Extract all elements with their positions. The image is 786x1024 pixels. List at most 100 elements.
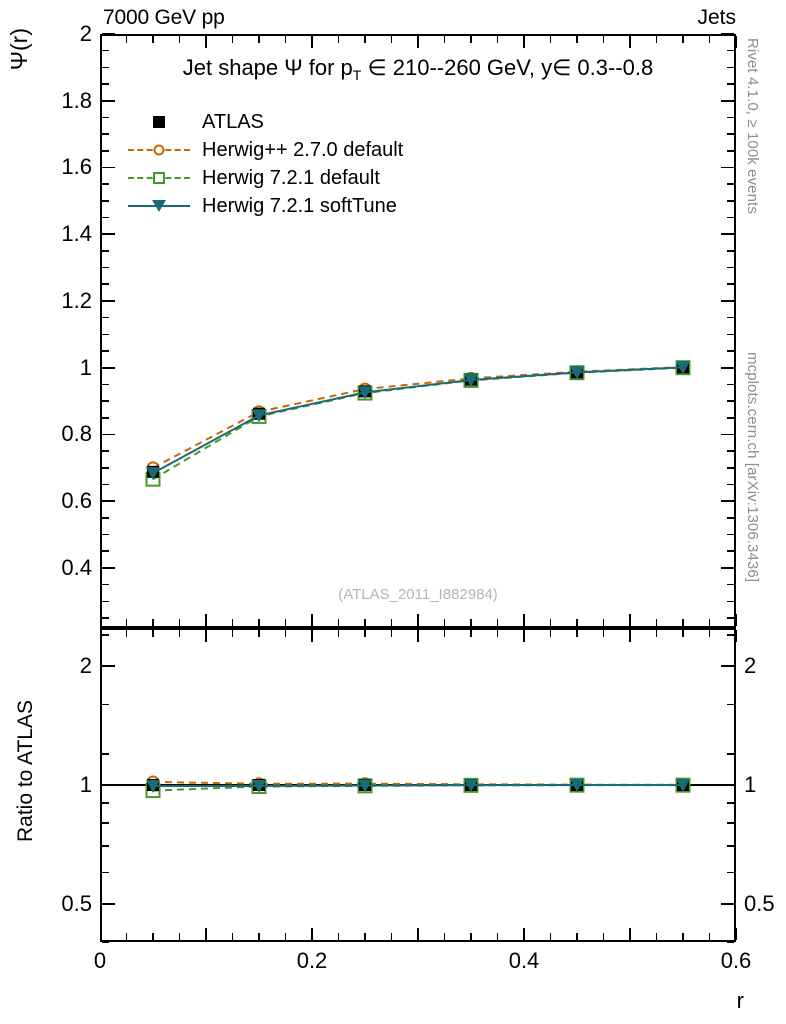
ratio-xtick-top [682,630,684,637]
main-ytick-right [727,333,734,336]
ratio-ytick-left [102,665,115,668]
main-xtick-top [735,36,737,48]
main-ytick-left [102,433,115,436]
main-xtick-top [390,36,393,43]
ratio-xtick-top [125,630,128,637]
main-ytick-right [727,350,734,352]
main-ytick-right [727,383,734,386]
main-ytick-label: 0.4 [61,554,92,580]
main-xtick-top [655,36,658,43]
ratio-ytick-label: 1 [79,772,92,797]
main-ytick-right [721,366,734,369]
main-xtick-top [258,36,260,43]
main-xtick-bottom [629,614,631,626]
main-ytick-left [102,600,109,603]
main-xtick-bottom [549,619,552,626]
main-ytick-label: 1.2 [61,287,92,313]
legend-key-atlas [128,110,190,134]
main-xtick-bottom [284,619,287,626]
legend-label-herwigpp270: Herwig++ 2.7.0 default [202,138,404,161]
main-xtick-top [152,36,154,43]
main-ytick-right [727,133,734,135]
ratio-ytick-right [727,941,734,943]
ratio-xtick-top [417,630,419,642]
ratio-y-axis-title: Ratio to ATLAS [14,700,37,843]
ratio-xtick-top [205,630,207,642]
main-xtick-top [364,36,366,43]
legend-item-herwig721-softtune[interactable]: Herwig 7.2.1 softTune [128,192,403,220]
main-xtick-bottom [205,614,207,626]
main-ytick-right [727,416,734,419]
main-ytick-label: 1.6 [61,154,92,180]
main-ytick-left [102,517,109,519]
ratio-xtick-bottom [178,933,181,940]
main-xtick-bottom [735,614,737,626]
main-ytick-left [102,350,109,352]
ratio-ytick-right [727,802,734,804]
ratio-xtick-bottom [258,933,260,940]
main-xtick-top [205,36,207,48]
main-xtick-bottom [311,614,313,626]
main-ytick-left [102,550,109,553]
ratio-xtick-bottom [364,933,366,940]
main-ytick-left [102,533,109,536]
main-ytick-right [727,517,734,519]
ratio-ytick-right [727,822,734,825]
main-ytick-right [727,66,734,69]
main-xtick-top [178,36,181,43]
ratio-ytick-left [102,902,115,905]
main-ytick-right [727,316,734,319]
x-axis-title: r [736,988,744,1013]
main-xtick-top [496,36,499,43]
main-ytick-left [102,116,109,119]
ratio-xtick-top [364,630,366,637]
main-xtick-bottom [602,619,605,626]
main-ytick-left [102,83,109,85]
ratio-xtick-top [284,630,287,637]
main-ytick-label: 0.6 [61,488,92,514]
main-ytick-left [102,483,109,486]
main-xtick-bottom [682,619,684,626]
main-xtick-top [231,36,234,43]
x-tick-label: 0.2 [296,948,328,973]
main-ytick-left [102,33,115,35]
main-xtick-bottom [417,614,419,626]
main-plot-frame [100,34,736,628]
x-tick-label: 0.4 [508,948,540,973]
main-ytick-right [721,233,734,236]
ratio-xtick-top [496,630,499,637]
main-ytick-left [102,200,109,202]
legend-item-atlas[interactable]: ATLAS [128,108,403,136]
main-ytick-left [102,366,115,369]
ratio-xtick-top [629,630,631,642]
main-ytick-left [102,416,109,419]
main-ytick-left [102,250,109,252]
main-ytick-label: 1.8 [61,87,92,113]
ratio-ytick-left [102,845,109,847]
ratio-xtick-top [602,630,605,637]
legend-label-herwig721-softtune: Herwig 7.2.1 softTune [202,194,397,217]
ratio-xtick-top [152,630,154,637]
main-xtick-bottom [258,619,260,626]
ratio-xtick-top [178,630,181,637]
main-xtick-top [708,36,711,43]
main-ytick-right [727,116,734,119]
legend-item-herwig721-default[interactable]: Herwig 7.2.1 default [128,164,403,192]
main-ytick-left [102,500,115,502]
ratio-ytick-label: 2 [79,653,92,679]
main-xtick-top [549,36,552,43]
ratio-xtick-bottom [152,933,154,940]
ratio-xtick-bottom [231,933,234,940]
x-tick-label: 0 [93,948,107,973]
ratio-xtick-bottom [655,933,658,940]
main-xtick-bottom [125,619,128,626]
rivet-version-note: Rivet 4.1.0, ≥ 100k events [744,38,761,214]
ratio-xtick-bottom [470,933,472,940]
main-ytick-left [102,99,115,102]
main-ytick-right [727,149,734,152]
legend-key-herwigpp270 [128,138,190,162]
main-ytick-right [727,533,734,536]
main-xtick-bottom [523,614,525,626]
legend-item-herwigpp270[interactable]: Herwig++ 2.7.0 default [128,136,403,164]
triangle-down-marker-icon [152,200,166,212]
